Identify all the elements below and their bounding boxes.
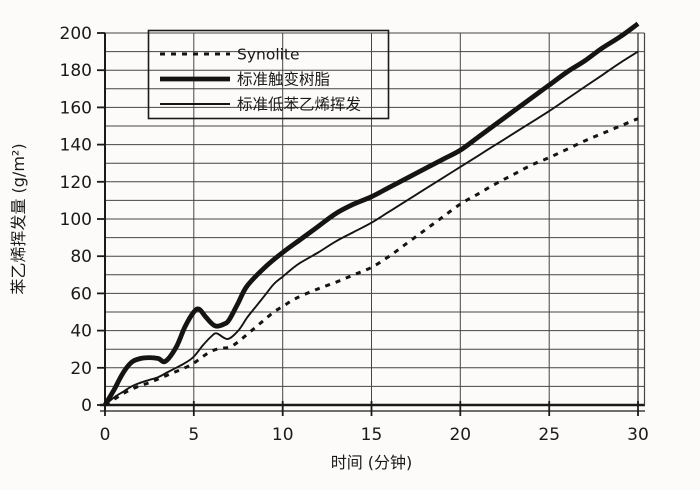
axes (97, 32, 646, 416)
y-tick-label: 120 (60, 173, 92, 193)
y-tick-label: 180 (60, 61, 92, 81)
y-tick-label: 80 (70, 247, 92, 267)
x-tick-label: 10 (272, 425, 294, 445)
legend-box (147, 29, 390, 120)
legend-item: Synolite (160, 46, 300, 64)
y-tick-label: 140 (60, 136, 92, 156)
x-tick-label: 25 (538, 425, 560, 445)
x-axis-title: 时间 (分钟) (331, 453, 413, 472)
gridlines (104, 32, 645, 406)
legend-item-label: 标准低苯乙烯挥发 (237, 96, 361, 114)
x-tick-label: 5 (188, 425, 199, 445)
y-tick-label: 60 (70, 284, 92, 304)
y-tick-label: 160 (60, 98, 92, 118)
y-tick-label: 40 (70, 322, 92, 342)
x-tick-label: 15 (361, 425, 383, 445)
y-axis-title: 苯乙烯挥发量 (g/m²) (9, 143, 28, 294)
series-lines (102, 21, 640, 407)
series-line-dotted (104, 117, 639, 407)
legend-item: 标准触变树脂 (160, 71, 330, 89)
series-line-thick (102, 21, 640, 407)
series-line-thin (104, 50, 639, 406)
y-tick-label: 20 (70, 359, 92, 379)
y-tick-label: 0 (81, 396, 92, 416)
legend-item-label: 标准触变树脂 (237, 71, 330, 89)
y-tick-label: 200 (60, 24, 92, 44)
y-tick-label: 100 (60, 210, 92, 230)
legend-item-label: Synolite (237, 46, 300, 64)
tick-labels: 0 20 40 60 80 100 120 140 160 180 200 0 5 10 15 20 25 30 (60, 24, 649, 445)
x-tick-label: 0 (100, 425, 111, 445)
x-tick-label: 20 (449, 425, 471, 445)
legend-item: 标准低苯乙烯挥发 (160, 96, 361, 114)
x-tick-label: 30 (627, 425, 649, 445)
